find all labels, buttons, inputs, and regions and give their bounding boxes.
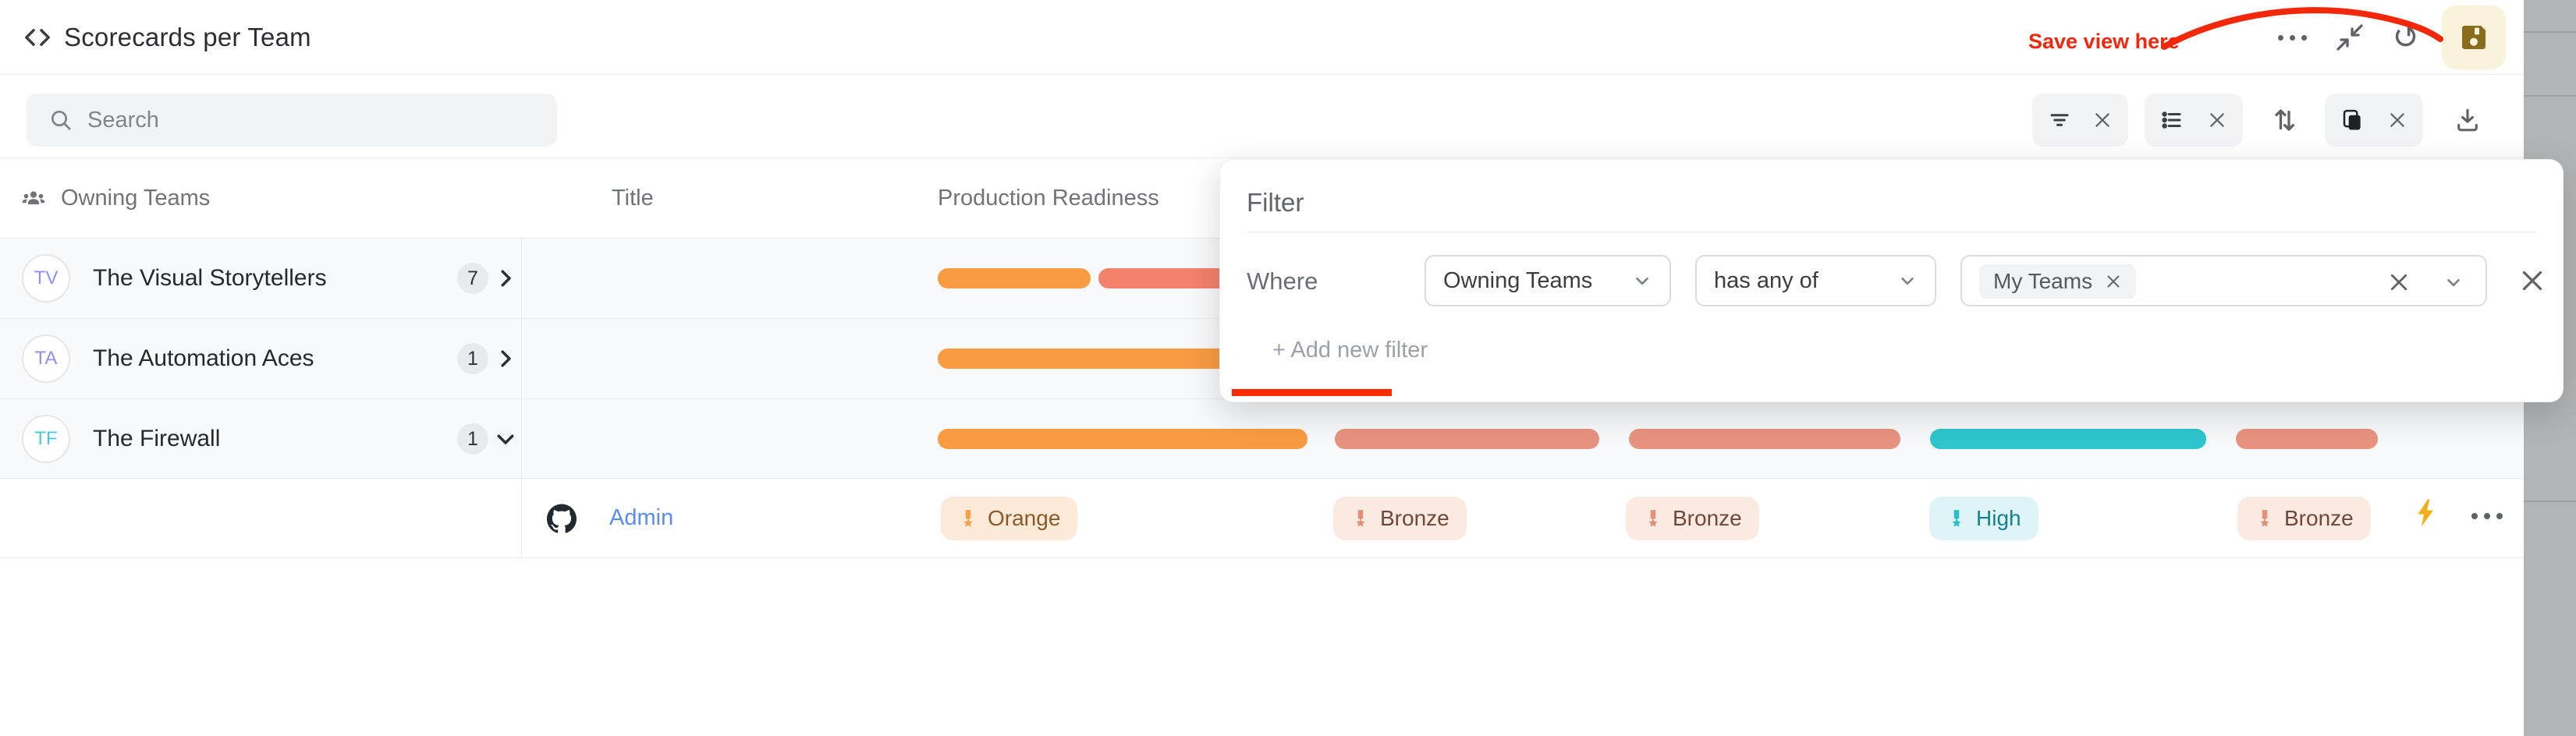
team-avatar: TF — [22, 415, 70, 463]
score-bar-segment[interactable] — [2236, 429, 2378, 449]
search-icon — [51, 111, 71, 130]
collapse-view-button[interactable] — [2329, 17, 2370, 58]
list-icon — [2162, 111, 2181, 129]
sort-button[interactable] — [2262, 94, 2306, 147]
lightning-icon — [2418, 499, 2433, 527]
team-row-firewall[interactable]: TF The Firewall 1 — [0, 399, 2524, 479]
teams-icon — [22, 191, 45, 204]
level-badges: Orange Bronze Bronze High Bronze — [0, 479, 2524, 557]
github-icon — [547, 504, 577, 537]
level-badge-bronze: Bronze — [1626, 497, 1759, 540]
columns-icon — [2343, 109, 2361, 130]
team-name: The Visual Storytellers — [93, 265, 327, 291]
team-avatar: TA — [22, 334, 70, 383]
remove-tag-icon[interactable] — [2105, 273, 2122, 290]
filter-field-select[interactable]: Owning Teams — [1425, 255, 1671, 306]
title-bar: Scorecards per Team Save view here ↺ — [0, 0, 2524, 75]
scorecard-count-badge: 1 — [457, 343, 488, 374]
score-bar-segment[interactable] — [1930, 429, 2206, 449]
search-bar[interactable] — [27, 94, 557, 147]
medal-icon — [2260, 510, 2269, 527]
actions-lightning-button[interactable] — [2411, 497, 2442, 533]
chevron-down-icon — [497, 434, 514, 444]
sort-icon — [2275, 109, 2295, 131]
expand-row-button[interactable] — [494, 347, 517, 374]
level-badge-high: High — [1929, 497, 2038, 540]
column-divider — [521, 239, 522, 558]
annotation-underline — [1232, 389, 1392, 396]
score-bars — [0, 399, 2524, 478]
entity-row-admin[interactable]: Admin Orange Bronze Bronze High Bronze — [0, 479, 2524, 558]
chevron-right-icon — [501, 270, 511, 287]
filter-value-multiselect[interactable]: My Teams — [1960, 255, 2487, 306]
filter-popup: Filter Where Owning Teams has any of My … — [1219, 159, 2564, 402]
level-badge-orange: Orange — [941, 497, 1078, 540]
filter-operator-select[interactable]: has any of — [1695, 255, 1936, 306]
download-icon — [2457, 108, 2478, 132]
annotation-arrow — [2161, 7, 2443, 50]
row-more-options-button[interactable] — [2471, 513, 2503, 519]
scorecard-count-badge: 1 — [457, 423, 488, 455]
expand-row-button[interactable] — [494, 267, 517, 294]
medal-icon — [1648, 510, 1658, 527]
save-view-button[interactable] — [2442, 5, 2506, 69]
remove-filter-row-button[interactable] — [2518, 267, 2546, 295]
more-options-button[interactable] — [2272, 17, 2312, 58]
score-bar-segment[interactable] — [1629, 429, 1900, 449]
save-view-annotation: Save view here — [2028, 30, 2180, 53]
table-toolbar — [0, 75, 2524, 158]
clear-values-icon[interactable] — [2387, 271, 2411, 294]
team-name: The Automation Aces — [93, 345, 314, 371]
clear-group-by-icon[interactable] — [2207, 110, 2227, 130]
clear-columns-icon[interactable] — [2387, 110, 2407, 130]
collapse-icon — [2336, 24, 2363, 51]
column-header-owning-teams[interactable]: Owning Teams — [20, 158, 210, 239]
add-new-filter-button[interactable]: + Add new filter — [1272, 338, 1428, 363]
chevron-down-icon — [1636, 277, 1648, 285]
group-by-chip[interactable] — [2145, 94, 2243, 147]
where-label: Where — [1247, 267, 1318, 295]
medal-icon — [963, 510, 973, 527]
search-input[interactable] — [87, 107, 524, 133]
medal-icon — [1952, 510, 1961, 527]
chevron-down-icon — [1901, 277, 1914, 285]
filter-icon — [2050, 114, 2069, 126]
team-avatar: TV — [22, 254, 70, 303]
medal-icon — [1356, 510, 1365, 527]
entity-link-admin[interactable]: Admin — [609, 505, 674, 530]
columns-chip[interactable] — [2325, 94, 2423, 147]
scorecard-count-badge: 7 — [457, 263, 488, 294]
level-badge-bronze: Bronze — [1333, 497, 1467, 540]
score-bar-segment[interactable] — [938, 268, 1091, 288]
column-header-production-readiness[interactable]: Production Readiness — [938, 186, 1159, 211]
team-name: The Firewall — [93, 425, 221, 451]
chevron-right-icon — [501, 350, 511, 367]
filter-popup-title: Filter — [1247, 188, 1304, 217]
level-badge-bronze: Bronze — [2237, 497, 2371, 540]
selected-tag-my-teams[interactable]: My Teams — [1979, 264, 2137, 299]
score-bar-segment[interactable] — [1335, 429, 1599, 449]
ellipsis-icon — [2277, 34, 2307, 41]
clear-filter-icon[interactable] — [2092, 110, 2113, 130]
filter-chip[interactable] — [2032, 94, 2128, 147]
page-title: Scorecards per Team — [64, 23, 311, 51]
collapse-row-button[interactable] — [494, 427, 517, 455]
download-button[interactable] — [2446, 94, 2489, 147]
score-bar-segment[interactable] — [938, 429, 1308, 449]
code-icon — [22, 22, 53, 57]
save-icon — [2462, 26, 2486, 49]
chevron-down-icon[interactable] — [2443, 272, 2464, 292]
column-header-title[interactable]: Title — [612, 186, 654, 211]
